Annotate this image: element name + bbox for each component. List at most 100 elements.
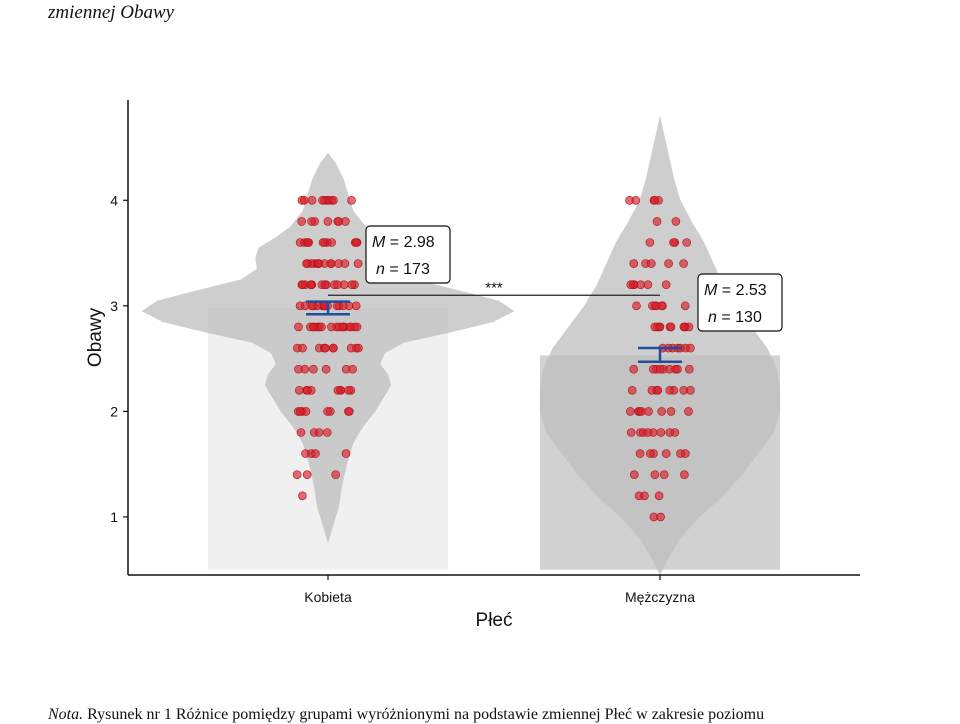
n-label: n = 130	[708, 309, 762, 326]
data-point	[347, 196, 356, 205]
y-tick-label: 4	[110, 192, 118, 208]
data-point	[346, 343, 356, 353]
data-point	[666, 322, 676, 332]
data-point	[629, 259, 639, 268]
data-point	[676, 449, 685, 458]
data-point	[323, 217, 333, 226]
mean-value: = 2.98	[385, 234, 434, 251]
data-point	[644, 407, 653, 416]
data-point	[645, 449, 655, 458]
mean-symbol: M	[372, 234, 386, 251]
data-point	[354, 343, 363, 353]
data-point	[294, 322, 303, 332]
data-point	[635, 449, 645, 458]
data-point	[625, 407, 635, 416]
data-point	[302, 259, 311, 268]
data-point	[664, 259, 673, 268]
data-point	[656, 428, 666, 437]
data-point	[311, 449, 320, 458]
mean-label-box: M = 2.53n = 130	[697, 273, 783, 332]
y-axis-title: Obawy	[85, 307, 106, 367]
note-text: Rysunek nr 1 Różnice pomiędzy grupami wy…	[87, 706, 765, 723]
data-point	[629, 470, 639, 480]
y-tick-label: 3	[110, 298, 118, 314]
data-point	[298, 343, 307, 353]
data-point	[659, 470, 669, 480]
data-point	[318, 196, 327, 205]
data-point	[661, 280, 671, 290]
data-point	[684, 364, 694, 374]
data-point	[673, 364, 682, 374]
data-point	[656, 512, 665, 522]
data-point	[347, 280, 357, 290]
data-point	[682, 238, 692, 247]
note-label: Nota.	[48, 706, 84, 723]
y-tick-label: 1	[110, 509, 118, 525]
data-point	[655, 322, 665, 332]
data-point	[351, 238, 361, 247]
data-point	[653, 385, 663, 395]
mean-symbol: M	[704, 282, 718, 299]
data-point	[626, 280, 636, 290]
data-point	[686, 343, 695, 353]
data-point	[318, 238, 328, 247]
data-point	[306, 280, 316, 290]
significance-line: ***	[328, 279, 660, 296]
data-point	[333, 280, 342, 290]
data-point	[323, 407, 332, 416]
data-point	[309, 322, 318, 332]
n-symbol: n	[708, 309, 717, 326]
data-point	[344, 385, 353, 395]
data-point	[654, 491, 664, 501]
significance-label: ***	[485, 279, 503, 296]
data-point	[309, 364, 318, 374]
data-point	[327, 322, 336, 332]
data-point	[297, 196, 307, 205]
data-point	[680, 470, 689, 480]
data-point	[643, 280, 653, 290]
data-point	[686, 385, 695, 395]
data-point	[307, 196, 317, 205]
data-point	[338, 301, 348, 311]
label-frame	[697, 273, 783, 332]
data-point	[636, 280, 645, 290]
x-tick-label: Kobieta	[304, 589, 352, 605]
data-point	[625, 196, 634, 205]
mean-label: M = 2.53	[704, 282, 767, 299]
data-point	[320, 280, 330, 290]
data-point	[322, 428, 332, 437]
violin-chart: *** 1 2 3 4 Kobieta Mężczyzna Płeć Obawy M = 2.…	[85, 100, 860, 631]
data-point	[338, 322, 348, 332]
data-point	[321, 364, 331, 374]
data-point	[320, 343, 330, 353]
data-point	[669, 238, 678, 247]
data-point	[329, 196, 338, 205]
data-point	[297, 217, 307, 226]
data-point	[295, 407, 305, 416]
data-point	[298, 491, 307, 501]
n-label: n = 173	[376, 261, 430, 278]
y-tick-label: 2	[110, 403, 118, 419]
data-point	[679, 322, 689, 332]
data-point	[326, 259, 336, 268]
data-point	[317, 322, 326, 332]
data-point	[351, 301, 361, 311]
caption-header: zmiennej Obawy	[48, 2, 175, 23]
data-point	[629, 364, 639, 374]
data-point	[298, 280, 307, 290]
data-point	[666, 407, 676, 416]
axes: 1 2 3 4 Kobieta Mężczyzna Płeć Obawy	[85, 100, 860, 631]
data-point	[632, 301, 641, 311]
data-point	[643, 428, 653, 437]
x-axis-title: Płeć	[476, 610, 513, 631]
x-tick-label: Mężczyzna	[625, 589, 695, 605]
data-point	[684, 407, 693, 416]
n-value: = 130	[717, 309, 762, 326]
data-point	[627, 385, 637, 395]
mean-value: = 2.53	[717, 282, 766, 299]
label-frame	[365, 225, 451, 284]
data-point	[302, 470, 312, 480]
data-point	[665, 385, 675, 395]
data-point	[340, 259, 350, 268]
